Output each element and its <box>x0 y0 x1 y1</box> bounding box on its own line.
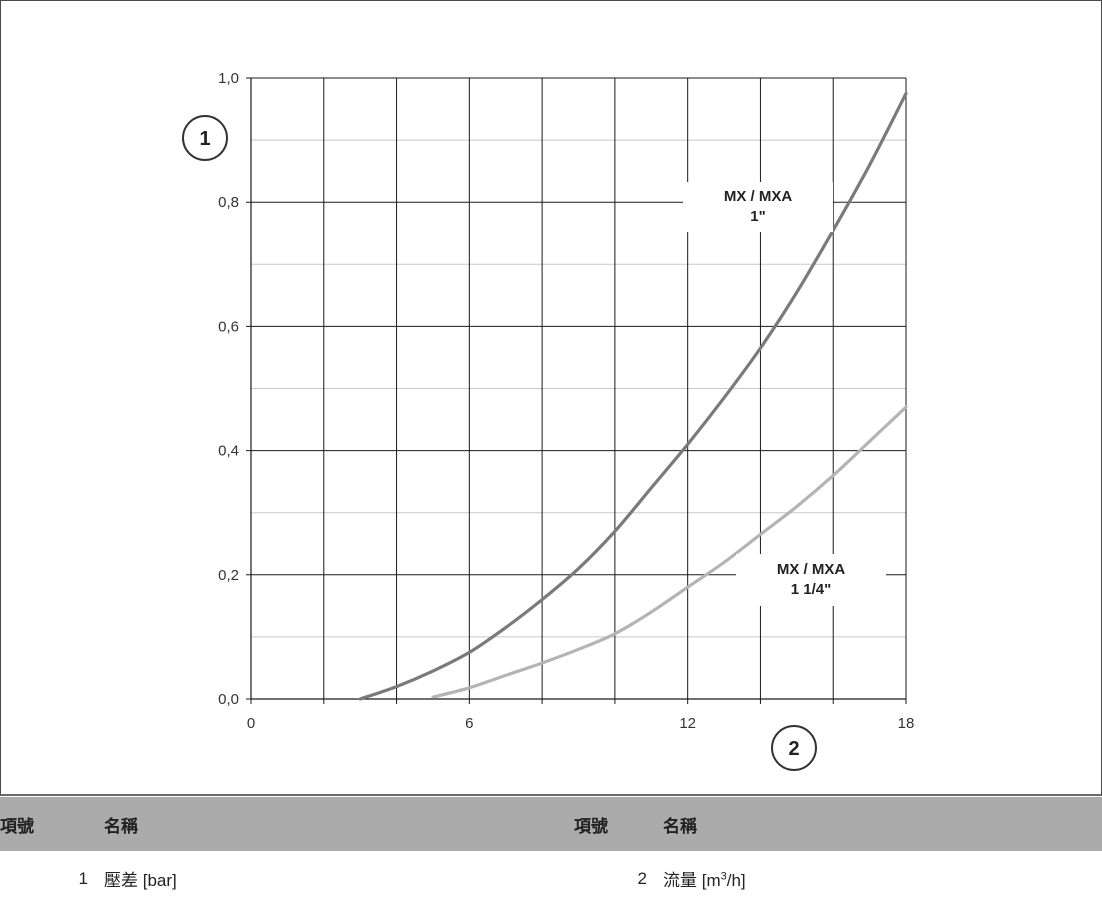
x-tick-label: 18 <box>898 715 915 732</box>
series-label-mx-mxa-1-1-4: 1 1/4" <box>791 581 831 598</box>
legend-item-name-2-suffix: /h] <box>726 871 746 890</box>
x-tick-label: 0 <box>247 715 255 732</box>
legend-table: 項號 名稱 項號 名稱 1 壓差 [bar] 2 流量 [m3/h] <box>0 797 1102 906</box>
y-tick-label: 0,0 <box>218 691 239 708</box>
series-label-bg <box>683 182 833 232</box>
legend-header-row: 項號 名稱 項號 名稱 <box>0 797 1102 851</box>
legend-row: 1 壓差 [bar] 2 流量 [m3/h] <box>0 851 1102 906</box>
series-line-mx-mxa-1 <box>358 91 908 701</box>
callout-number-1: 1 <box>199 128 210 150</box>
series-label-mx-mxa-1: MX / MXA <box>724 188 793 205</box>
x-tick-label: 6 <box>465 715 473 732</box>
legend-header-item-no-2: 項號 <box>574 797 659 851</box>
series-line-mx-mxa-1-1-4 <box>431 405 908 699</box>
legend-header-item-no: 項號 <box>0 797 100 851</box>
callout-circle-2 <box>771 725 817 771</box>
legend-item-name: 壓差 [bar] <box>104 871 177 890</box>
legend-item-name-2: 流量 [m3/h] <box>659 851 1102 906</box>
series-label-mx-mxa-1-1-4: MX / MXA <box>777 561 846 578</box>
callout-circle-1 <box>182 115 228 161</box>
chart-frame: 0,0 0,2 0,4 0,6 0,8 1,0 0 6 12 18 MX / MXA 1" MX / … <box>0 0 1102 796</box>
y-tick-label: 1,0 <box>218 70 239 87</box>
series-label-mx-mxa-1: 1" <box>750 208 765 225</box>
callout-number-2: 2 <box>788 738 799 760</box>
series-label-bg <box>736 554 886 606</box>
legend-header-name-2: 名稱 <box>659 797 1102 851</box>
legend-item-no: 1 <box>78 868 88 888</box>
y-tick-label: 0,2 <box>218 567 239 584</box>
y-tick-label: 0,4 <box>218 443 239 460</box>
legend-item-no-2: 2 <box>637 868 647 888</box>
legend-item-name-2-prefix: 流量 [m <box>663 871 721 890</box>
legend-item-name-2-sup: 3 <box>720 870 727 883</box>
legend-header-name: 名稱 <box>100 797 574 851</box>
x-tick-label: 12 <box>679 715 696 732</box>
y-tick-label: 0,6 <box>218 318 239 335</box>
y-tick-label: 0,8 <box>218 194 239 211</box>
